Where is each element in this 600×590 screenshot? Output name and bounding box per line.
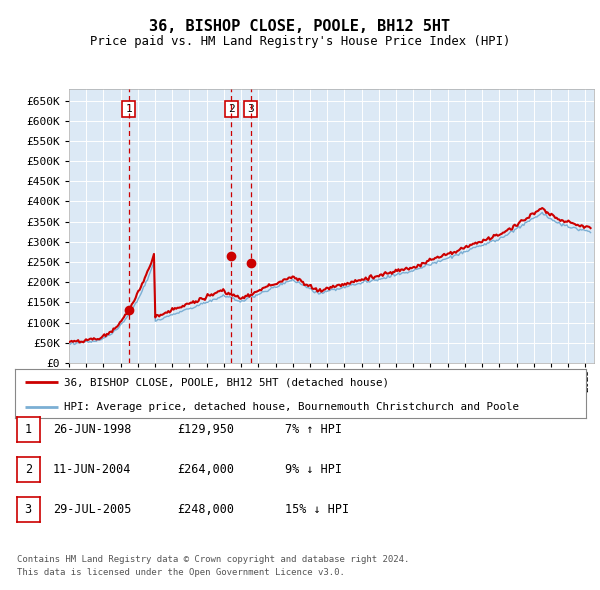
- Text: HPI: Average price, detached house, Bournemouth Christchurch and Poole: HPI: Average price, detached house, Bour…: [64, 402, 518, 412]
- Text: 1: 1: [25, 423, 32, 436]
- Text: 15% ↓ HPI: 15% ↓ HPI: [285, 503, 349, 516]
- Text: 9% ↓ HPI: 9% ↓ HPI: [285, 463, 342, 476]
- Text: Price paid vs. HM Land Registry's House Price Index (HPI): Price paid vs. HM Land Registry's House …: [90, 35, 510, 48]
- Text: 36, BISHOP CLOSE, POOLE, BH12 5HT: 36, BISHOP CLOSE, POOLE, BH12 5HT: [149, 19, 451, 34]
- Text: 3: 3: [25, 503, 32, 516]
- Text: 36, BISHOP CLOSE, POOLE, BH12 5HT (detached house): 36, BISHOP CLOSE, POOLE, BH12 5HT (detac…: [64, 378, 389, 388]
- Text: This data is licensed under the Open Government Licence v3.0.: This data is licensed under the Open Gov…: [17, 568, 344, 577]
- Text: 2: 2: [228, 104, 235, 114]
- Text: Contains HM Land Registry data © Crown copyright and database right 2024.: Contains HM Land Registry data © Crown c…: [17, 555, 409, 564]
- Text: £129,950: £129,950: [177, 423, 234, 436]
- Text: £264,000: £264,000: [177, 463, 234, 476]
- Text: 3: 3: [248, 104, 254, 114]
- Text: 7% ↑ HPI: 7% ↑ HPI: [285, 423, 342, 436]
- Text: 1: 1: [125, 104, 132, 114]
- Text: 2: 2: [25, 463, 32, 476]
- Text: 11-JUN-2004: 11-JUN-2004: [53, 463, 131, 476]
- Text: 26-JUN-1998: 26-JUN-1998: [53, 423, 131, 436]
- Text: 29-JUL-2005: 29-JUL-2005: [53, 503, 131, 516]
- Text: £248,000: £248,000: [177, 503, 234, 516]
